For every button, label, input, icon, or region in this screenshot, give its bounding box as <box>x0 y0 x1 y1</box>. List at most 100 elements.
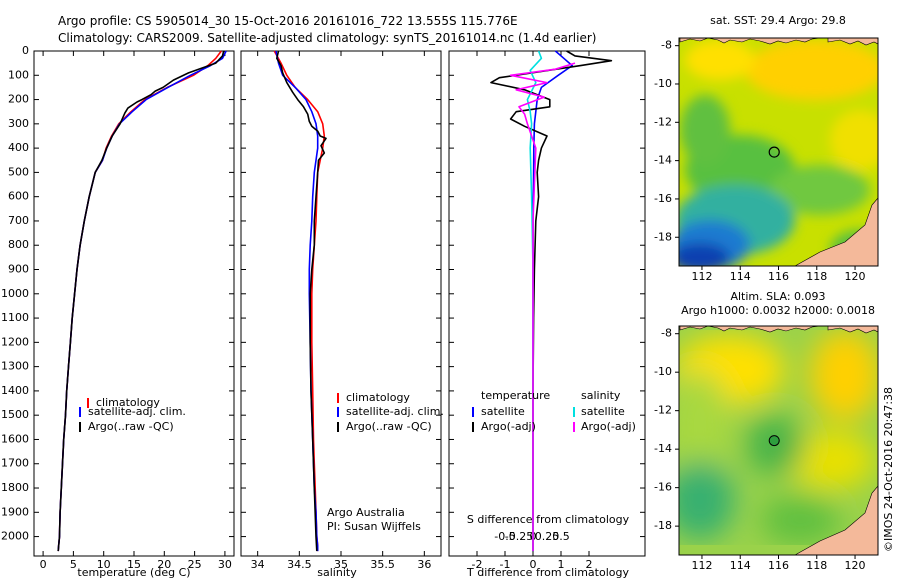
x-tick-label: 1 <box>558 558 565 571</box>
y-tick-label: 1200 <box>1 335 29 348</box>
y-tick-label: -10 <box>654 365 672 378</box>
y-tick-label: 400 <box>8 141 29 154</box>
y-tick-label: 1400 <box>1 384 29 397</box>
salinity-y-ticks <box>241 50 441 538</box>
series-line <box>57 50 225 552</box>
series-line <box>57 50 227 552</box>
y-tick-label: -12 <box>654 115 672 128</box>
x-tick-label: 0 <box>530 558 537 571</box>
x-tick-label: 120 <box>845 270 866 283</box>
legend-label-argo: Argo(..raw -QC) <box>346 420 432 433</box>
argo-australia-label: Argo Australia <box>327 506 405 519</box>
sst-field <box>679 38 878 266</box>
x-tick-label: -1 <box>500 558 511 571</box>
difference-y-ticks <box>449 50 645 538</box>
x-tick-label: 15 <box>127 558 141 571</box>
y-tick-label: 1700 <box>1 457 29 470</box>
sst-map: sat. SST: 29.4 Argo: 29.8 112 114 116 118 12… <box>654 14 879 283</box>
temperature-legend: climatology satellite-adj. clim. Argo(..… <box>79 396 186 433</box>
legend-label-argo: Argo(..raw -QC) <box>88 420 174 433</box>
y-tick-label: 1500 <box>1 408 29 421</box>
y-tick-label: -16 <box>654 481 672 494</box>
credit-label: ©IMOS 24-Oct-2016 20:47:38 <box>882 387 895 552</box>
x-tick-label: 34.5 <box>287 558 312 571</box>
salinity-panel: 34 34.5 35 35.5 36 salinity climatology sate… <box>240 50 444 579</box>
y-tick-label: 100 <box>8 68 29 81</box>
x-tick-label: -2 <box>472 558 483 571</box>
x-tick-label: 0 <box>40 558 47 571</box>
x-tick-label: 35.5 <box>370 558 395 571</box>
difference-lines <box>490 50 613 552</box>
sla-map-title: Altim. SLA: 0.093 <box>730 290 825 303</box>
x-tick-label: 114 <box>730 270 751 283</box>
x-tick-label: 112 <box>691 270 712 283</box>
y-tick-label: 1100 <box>1 311 29 324</box>
legend-label-s-satellite: satellite <box>581 405 625 418</box>
y-tick-label: 500 <box>8 165 29 178</box>
y-tick-label: 1600 <box>1 432 29 445</box>
y-tick-label: -10 <box>654 77 672 90</box>
y-tick-label: 2000 <box>1 530 29 543</box>
t-difference-xlabel: T difference from climatology <box>466 566 629 579</box>
y-tick-label: 1800 <box>1 481 29 494</box>
x-tick-label: 116 <box>768 559 789 572</box>
y-tick-label: -14 <box>654 442 672 455</box>
legend-label-t-satellite: satellite <box>481 405 525 418</box>
y-tick-label: -18 <box>654 230 672 243</box>
s-tick-label: -0.25 <box>505 530 533 543</box>
y-tick-label: 200 <box>8 93 29 106</box>
y-tick-label: 900 <box>8 263 29 276</box>
temperature-panel: 0100200300400500600700800900100011001200… <box>1 44 235 579</box>
temperature-xlabel: temperature (deg C) <box>77 566 190 579</box>
y-tick-label: -16 <box>654 192 672 205</box>
sst-map-title: sat. SST: 29.4 Argo: 29.8 <box>710 14 846 27</box>
x-tick-label: 10 <box>97 558 111 571</box>
y-tick-label: -8 <box>661 327 672 340</box>
sla-map-subtitle: Argo h1000: 0.0032 h2000: 0.0018 <box>681 304 875 317</box>
x-tick-label: 20 <box>157 558 171 571</box>
s-difference-label: S difference from climatology <box>467 513 630 526</box>
sla-blobs <box>679 330 878 545</box>
x-tick-label: 118 <box>806 270 827 283</box>
sst-blobs <box>679 40 878 266</box>
y-tick-label: -8 <box>661 39 672 52</box>
legend-label-s-argo: Argo(-adj) <box>581 420 636 433</box>
salinity-lines <box>273 50 327 552</box>
header-line1: Argo profile: CS 5905014_30 15-Oct-2016 … <box>58 14 518 28</box>
argo-location-marker <box>768 435 780 447</box>
difference-frame <box>448 50 646 557</box>
salinity-legend: climatology satellite-adj. clim. Argo(..… <box>337 391 444 433</box>
temperature-y-axis: 0 100 200 300 400 500 600 700 800 900 1000 1100 1200… <box>1 44 234 543</box>
temperature-x-axis: 0 5 10 15 20 25 30 <box>40 51 232 571</box>
y-tick-label: 1300 <box>1 360 29 373</box>
difference-panel: -2 -1 0 1 2 -0.5-0.25 0 0.250.5 T difference f… <box>448 50 646 579</box>
series-line <box>273 50 326 552</box>
y-tick-label: 1900 <box>1 505 29 518</box>
series-line <box>57 50 222 552</box>
y-tick-label: -12 <box>654 404 672 417</box>
y-tick-label: -18 <box>654 519 672 532</box>
argo-location-marker <box>768 146 780 158</box>
legend-label-satellite: satellite-adj. clim. <box>88 405 186 418</box>
salinity-x-axis: 34 34.5 35 35.5 36 <box>251 51 431 571</box>
series-line <box>490 50 613 552</box>
temperature-frame <box>33 50 235 557</box>
x-tick-label: 112 <box>691 559 712 572</box>
x-tick-label: 34 <box>251 558 265 571</box>
x-tick-label: 30 <box>218 558 232 571</box>
s-tick-label: 0.25 <box>535 530 560 543</box>
y-tick-label: 300 <box>8 117 29 130</box>
x-tick-label: 2 <box>586 558 593 571</box>
y-tick-label: 700 <box>8 214 29 227</box>
difference-legend: temperature satellite Argo(-adj) salinit… <box>472 389 636 433</box>
series-line <box>509 62 576 552</box>
x-tick-label: 120 <box>845 559 866 572</box>
sla-axes: 112 114 116 118 120 -8 -10 -12 -14 -16 -18 <box>654 327 866 572</box>
legend-label-climatology: climatology <box>96 396 160 409</box>
difference-x-axis: -2 -1 0 1 2 <box>472 51 593 571</box>
x-tick-label: 5 <box>70 558 77 571</box>
pi-label: PI: Susan Wijffels <box>327 520 421 533</box>
x-tick-label: 36 <box>417 558 431 571</box>
